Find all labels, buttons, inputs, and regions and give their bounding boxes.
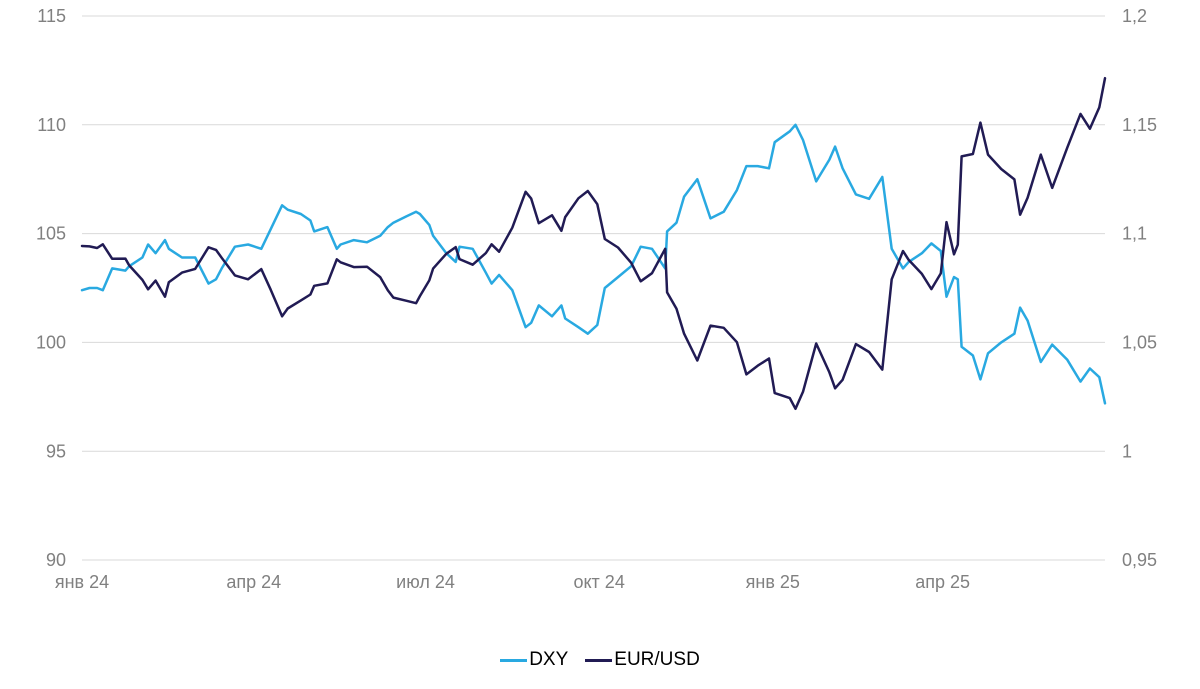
x-axis-tick-label: окт 24: [573, 572, 624, 592]
x-axis-tick-label: янв 25: [746, 572, 800, 592]
dxy-line-swatch: [500, 658, 528, 662]
legend: DXY EUR/USD: [0, 649, 1200, 671]
y-axis-right-tick-label: 1: [1122, 441, 1132, 461]
eur-usd-line: [80, 76, 1107, 411]
y-axis-left-tick-label: 100: [36, 333, 66, 353]
x-axis-tick-label: янв 24: [55, 572, 109, 592]
x-axis-tick-label: июл 24: [396, 572, 455, 592]
y-axis-left-tick-label: 115: [37, 6, 66, 26]
dxy-line: [80, 123, 1107, 405]
y-axis-right-tick-label: 1,2: [1122, 6, 1147, 26]
y-axis-left-tick-label: 90: [46, 550, 66, 570]
y-axis-right-tick-label: 1,1: [1122, 224, 1147, 244]
y-axis-left-tick-label: 110: [37, 115, 66, 135]
x-axis-tick-label: апр 24: [226, 572, 281, 592]
x-axis-tick-label: апр 25: [915, 572, 970, 592]
legend-item-dxy: DXY: [500, 649, 568, 671]
y-axis-right-tick-label: 1,05: [1122, 333, 1157, 353]
dxy-legend-label: DXY: [529, 649, 569, 670]
y-axis-right-tick-label: 1,15: [1122, 115, 1157, 135]
eur-usd-line-swatch: [585, 658, 613, 662]
y-axis-right-tick-label: 0,95: [1122, 550, 1157, 570]
y-axis-left-tick-label: 95: [46, 441, 66, 461]
y-axis-left-tick-label: 105: [36, 224, 66, 244]
legend-item-eur-usd: EUR/USD: [585, 649, 700, 671]
eur-usd-legend-label: EUR/USD: [614, 649, 700, 670]
